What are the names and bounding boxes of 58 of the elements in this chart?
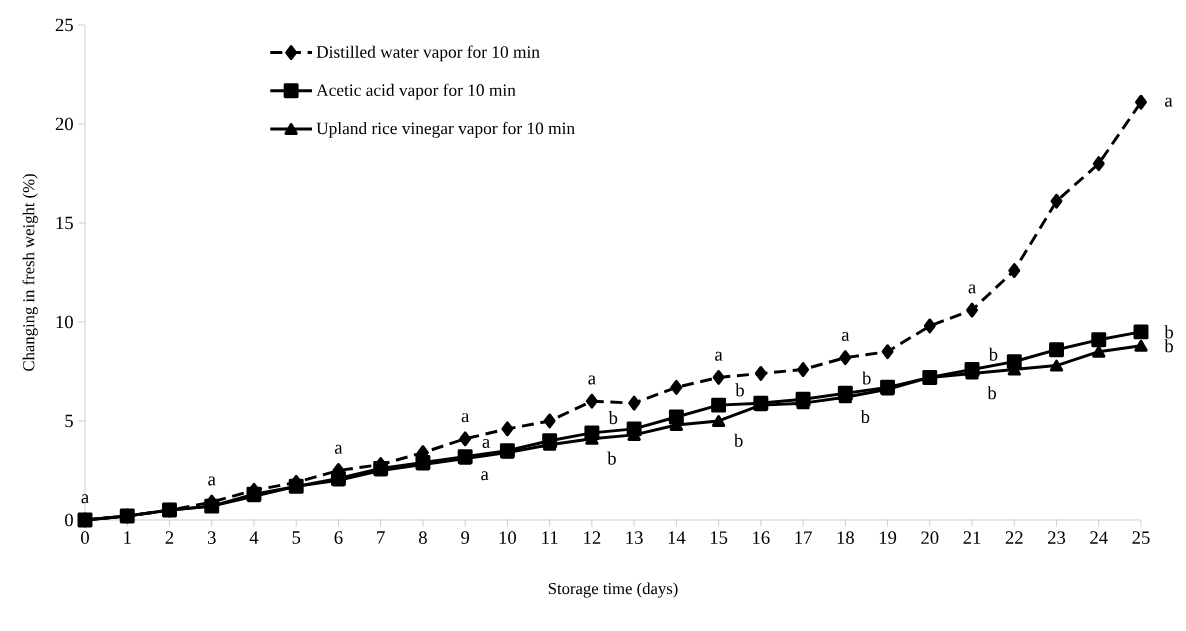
x-tick-label: 5 bbox=[292, 531, 301, 544]
x-tick-label: 0 bbox=[81, 531, 89, 544]
x-tick-label: 8 bbox=[418, 531, 427, 544]
y-tick-label: 20 bbox=[55, 117, 73, 131]
x-tick-label: 14 bbox=[668, 531, 686, 544]
x-tick-label: 15 bbox=[710, 531, 728, 544]
x-tick-label: 22 bbox=[1005, 531, 1023, 544]
x-tick-label: 24 bbox=[1090, 531, 1108, 544]
y-tick-label: 5 bbox=[65, 414, 73, 428]
annotation: a bbox=[482, 438, 490, 448]
annotation: a bbox=[1165, 97, 1173, 107]
annotation: a bbox=[461, 413, 470, 423]
annotation: b bbox=[860, 409, 870, 424]
x-tick-label: 17 bbox=[795, 531, 812, 544]
y-tick-label: 10 bbox=[56, 315, 73, 329]
annotation: b bbox=[608, 411, 618, 425]
annotation: b bbox=[987, 386, 997, 400]
annotation: a bbox=[841, 331, 850, 341]
x-tick-label: 3 bbox=[207, 531, 216, 544]
x-tick-label: 2 bbox=[165, 531, 174, 544]
annotation: b bbox=[607, 451, 616, 465]
x-axis-title: Storage time (days) bbox=[548, 582, 678, 598]
x-tick-label: 19 bbox=[879, 531, 897, 544]
annotation: b bbox=[735, 383, 744, 397]
annotation: a bbox=[208, 476, 216, 486]
annotation: a bbox=[715, 351, 723, 361]
annotation: a bbox=[334, 444, 343, 454]
x-tick-label: 7 bbox=[377, 531, 385, 544]
annotation: b bbox=[733, 433, 743, 447]
y-tick-label: 25 bbox=[55, 18, 73, 32]
legend-label: Upland rice vinegar vapor for 10 min bbox=[316, 121, 575, 138]
y-axis-title: Changing in fresh weight (%) bbox=[22, 174, 38, 371]
annotation: a bbox=[481, 471, 489, 481]
annotation: b bbox=[988, 347, 998, 361]
x-tick-label: 13 bbox=[626, 531, 643, 544]
annotation: a bbox=[968, 284, 976, 294]
x-tick-label: 11 bbox=[542, 531, 558, 544]
annotation: a bbox=[588, 375, 596, 385]
x-tick-label: 6 bbox=[334, 531, 343, 544]
x-tick-label: 10 bbox=[499, 531, 517, 544]
x-tick-label: 23 bbox=[1048, 531, 1066, 544]
x-tick-label: 21 bbox=[963, 531, 981, 544]
legend-label: Distilled water vapor for 10 min bbox=[316, 45, 540, 62]
annotation: b bbox=[1164, 325, 1173, 339]
x-tick-label: 18 bbox=[837, 531, 854, 544]
annotation: b bbox=[1164, 339, 1173, 353]
x-tick-label: 12 bbox=[584, 531, 601, 544]
x-tick-label: 9 bbox=[461, 531, 470, 544]
y-tick-label: 0 bbox=[65, 513, 73, 527]
x-tick-label: 20 bbox=[921, 531, 939, 544]
y-tick-label: 15 bbox=[56, 216, 73, 230]
x-tick-label: 16 bbox=[753, 531, 770, 544]
x-tick-label: 4 bbox=[249, 531, 259, 544]
legend-label: Acetic acid vapor for 10 min bbox=[316, 83, 516, 100]
annotation: a bbox=[81, 494, 89, 504]
x-tick-label: 25 bbox=[1132, 531, 1150, 544]
x-tick-label: 1 bbox=[124, 531, 131, 544]
annotation: b bbox=[862, 371, 871, 385]
